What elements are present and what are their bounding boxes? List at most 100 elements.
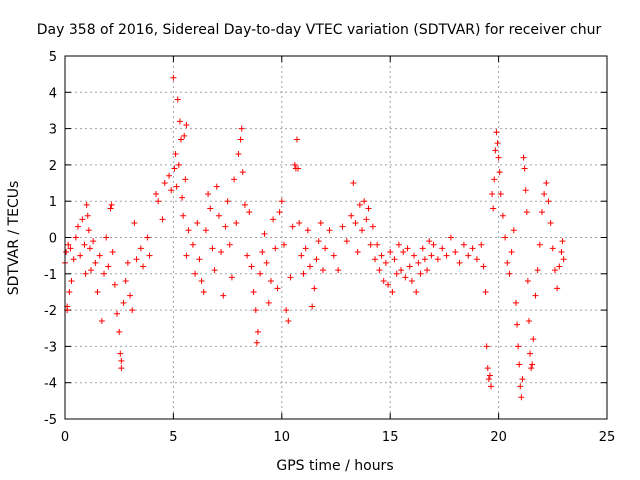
data-point bbox=[196, 256, 203, 263]
data-point bbox=[478, 241, 485, 248]
data-point bbox=[278, 198, 285, 205]
data-point bbox=[480, 263, 487, 270]
data-point bbox=[428, 252, 435, 259]
data-point bbox=[274, 285, 281, 292]
data-point bbox=[343, 238, 350, 245]
data-point bbox=[322, 245, 329, 252]
data-point bbox=[532, 292, 539, 299]
data-point bbox=[213, 183, 220, 190]
data-point bbox=[109, 249, 116, 256]
data-point bbox=[103, 234, 110, 241]
data-point bbox=[465, 252, 472, 259]
data-point bbox=[488, 383, 495, 390]
x-tick-label: 25 bbox=[599, 430, 616, 445]
data-point bbox=[538, 209, 545, 216]
data-point bbox=[551, 267, 558, 274]
data-point bbox=[293, 136, 300, 143]
data-point bbox=[469, 245, 476, 252]
data-point bbox=[311, 285, 318, 292]
data-point bbox=[411, 252, 418, 259]
data-point bbox=[415, 259, 422, 266]
data-point bbox=[536, 241, 543, 248]
data-point bbox=[153, 190, 160, 197]
y-tick-label: 5 bbox=[49, 50, 57, 65]
data-point bbox=[456, 259, 463, 266]
data-point bbox=[66, 288, 73, 295]
data-point bbox=[181, 132, 188, 139]
data-point bbox=[352, 219, 359, 226]
data-point bbox=[495, 154, 502, 161]
data-point bbox=[105, 263, 112, 270]
data-point bbox=[530, 336, 537, 343]
data-point bbox=[198, 278, 205, 285]
data-point bbox=[545, 198, 552, 205]
data-point bbox=[518, 394, 525, 401]
data-point bbox=[272, 245, 279, 252]
data-point bbox=[515, 343, 522, 350]
data-point bbox=[534, 267, 541, 274]
data-point bbox=[127, 292, 134, 299]
data-point bbox=[490, 205, 497, 212]
data-point bbox=[248, 263, 255, 270]
data-point bbox=[348, 212, 355, 219]
x-tick-label: 0 bbox=[61, 430, 69, 445]
y-tick-label: -3 bbox=[44, 340, 57, 355]
data-point bbox=[424, 267, 431, 274]
data-point bbox=[554, 285, 561, 292]
data-point bbox=[291, 161, 298, 168]
data-point bbox=[486, 372, 493, 379]
data-point bbox=[306, 263, 313, 270]
data-point bbox=[67, 245, 74, 252]
data-point bbox=[171, 165, 178, 172]
data-point bbox=[359, 227, 366, 234]
data-point bbox=[174, 96, 181, 103]
data-point bbox=[235, 151, 242, 158]
data-point bbox=[231, 176, 238, 183]
data-point bbox=[493, 129, 500, 136]
data-point bbox=[189, 241, 196, 248]
data-point bbox=[265, 299, 272, 306]
data-point bbox=[161, 180, 168, 187]
y-tick-label: 0 bbox=[49, 232, 57, 247]
data-point bbox=[400, 249, 407, 256]
data-point bbox=[482, 288, 489, 295]
data-point bbox=[226, 241, 233, 248]
data-point bbox=[267, 278, 274, 285]
data-point bbox=[300, 270, 307, 277]
x-axis-label: GPS time / hours bbox=[276, 458, 393, 474]
x-tick-label: 15 bbox=[382, 430, 399, 445]
data-point bbox=[118, 357, 125, 364]
data-point bbox=[374, 241, 381, 248]
data-point bbox=[63, 249, 70, 256]
data-point bbox=[98, 317, 105, 324]
data-point bbox=[84, 212, 91, 219]
data-point bbox=[107, 205, 114, 212]
y-tick-label: -4 bbox=[44, 377, 57, 392]
data-point bbox=[393, 270, 400, 277]
data-point bbox=[504, 259, 511, 266]
data-point bbox=[508, 249, 515, 256]
data-point bbox=[404, 245, 411, 252]
data-point bbox=[304, 227, 311, 234]
data-point bbox=[382, 259, 389, 266]
data-point bbox=[233, 219, 240, 226]
data-point bbox=[309, 303, 316, 310]
data-point bbox=[72, 234, 79, 241]
data-point bbox=[529, 361, 536, 368]
data-point bbox=[224, 198, 231, 205]
data-point bbox=[146, 252, 153, 259]
data-point bbox=[541, 190, 548, 197]
data-point bbox=[79, 216, 86, 223]
data-point bbox=[168, 187, 175, 194]
data-point bbox=[369, 223, 376, 230]
data-point bbox=[365, 205, 372, 212]
data-point bbox=[68, 278, 75, 285]
data-point bbox=[523, 209, 530, 216]
data-point bbox=[202, 227, 209, 234]
data-point bbox=[118, 365, 125, 372]
data-point bbox=[499, 212, 506, 219]
data-point bbox=[176, 118, 183, 125]
data-point bbox=[522, 187, 529, 194]
chart-title: Day 358 of 2016, Sidereal Day-to-day VTE… bbox=[37, 22, 602, 38]
